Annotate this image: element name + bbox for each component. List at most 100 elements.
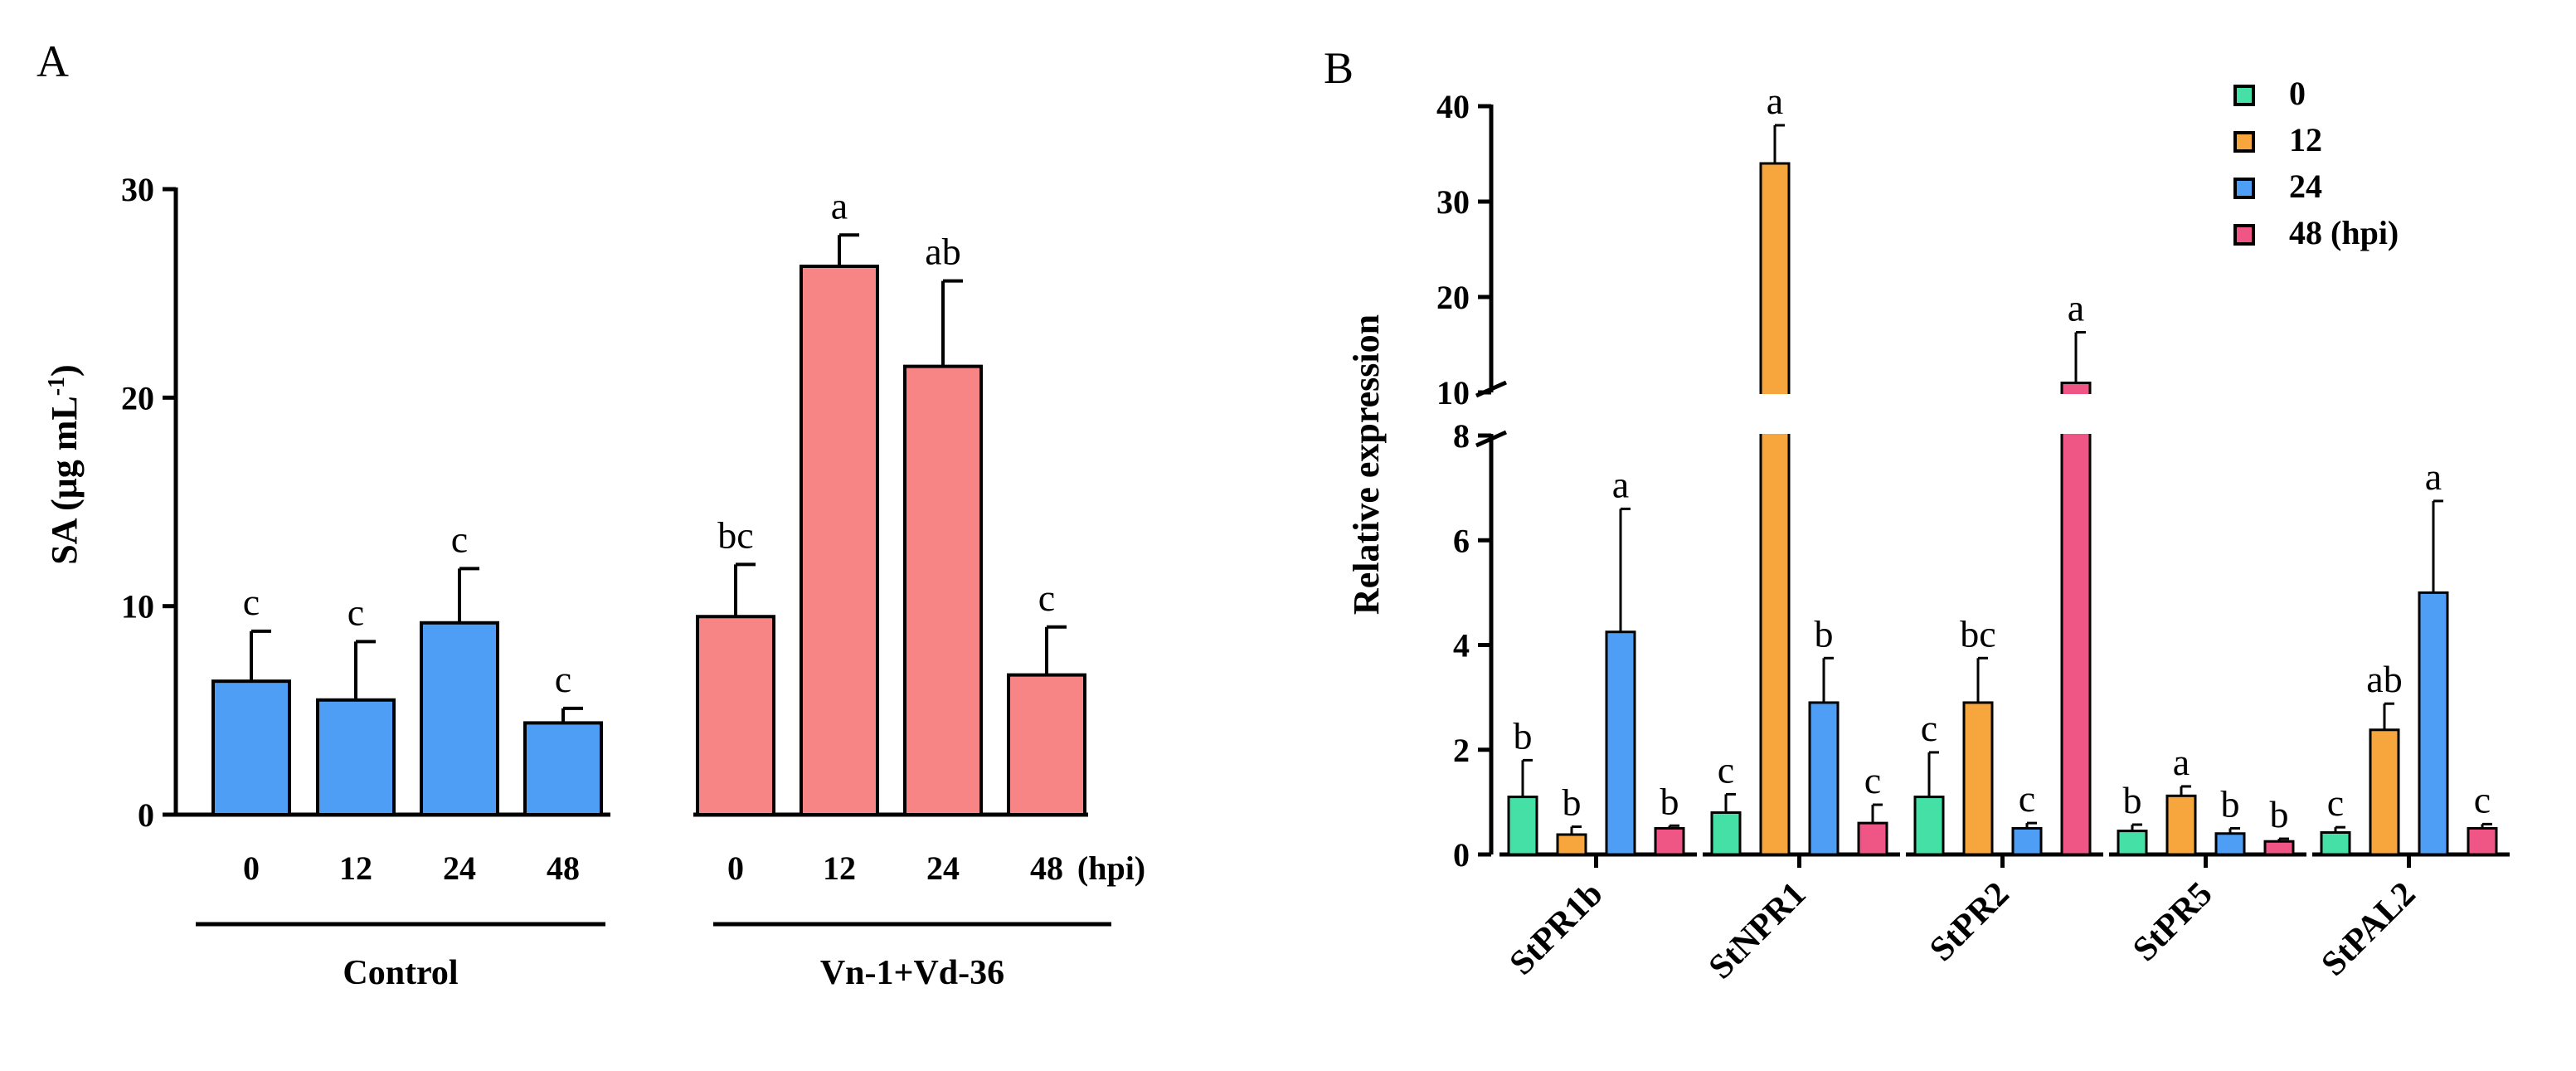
panel-a-x-tick-label: 48: [1030, 849, 1063, 887]
panel-a-x-tick-label: 0: [727, 849, 744, 887]
panel-a-significance-letter: c: [555, 658, 571, 700]
panel-a-bar: [800, 264, 879, 816]
panel-b-bar: [1962, 701, 1994, 856]
panel-b-significance-letter: c: [2474, 778, 2491, 820]
panel-b-gene-label: StPAL2: [2315, 875, 2423, 984]
panel-b-significance-letter: b: [2270, 793, 2289, 835]
panel-b-bar: [1857, 821, 1888, 856]
panel-b-significance-letter: b: [1563, 781, 1582, 824]
panel-b-significance-letter: b: [1514, 714, 1533, 757]
panel-a-significance-letter: ab: [925, 231, 960, 273]
panel-a-bar: [420, 621, 499, 816]
panel-b-bar: [1913, 796, 1945, 856]
panel-a-significance-letter: c: [451, 518, 468, 560]
panel-b-significance-letter: c: [2019, 777, 2035, 820]
panel-a-bar: [696, 615, 775, 816]
legend-label: 0: [2289, 75, 2306, 112]
legend-label: 48 (hpi): [2289, 214, 2399, 251]
panel-b-gene-label: StPR2: [1922, 875, 2016, 969]
panel-b-label: B: [1324, 43, 1354, 93]
panel-a-label: A: [36, 37, 69, 86]
panel-b-significance-letter: c: [1864, 759, 1881, 801]
panel-a-group-label: Vn-1+Vd-36: [820, 954, 1004, 992]
panel-b-y-tick-label: 20: [1436, 279, 1470, 316]
panel-a-significance-letter: a: [831, 184, 848, 226]
panel-b-bar: [1605, 630, 1636, 856]
panel-b-y-tick-label: 4: [1453, 627, 1470, 665]
panel-b-bar-break-gap: [2059, 394, 2092, 434]
panel-b-bar: [1808, 701, 1840, 856]
panel-b-bar: [2165, 794, 2197, 856]
panel-b-bar: [2117, 830, 2148, 856]
panel-a-bar: [211, 679, 291, 816]
panel-b-significance-letter: b: [2221, 782, 2240, 825]
panel-b-y-tick-label: 8: [1453, 417, 1470, 455]
panel-a-x-tick-label: 12: [823, 849, 856, 887]
panel-b-axis-break-mark: [1475, 430, 1508, 448]
panel-b-significance-letter: a: [2173, 741, 2190, 783]
panel-b-significance-letter: b: [2123, 779, 2142, 821]
panel-b-significance-letter: bc: [1960, 612, 1995, 655]
legend-swatch: [2233, 85, 2255, 106]
panel-b-y-tick-label: 0: [1453, 836, 1470, 874]
panel-b-bar: [2011, 826, 2043, 856]
panel-a-x-tick-label: 24: [926, 849, 960, 887]
panel-b-y-tick-label: 40: [1436, 88, 1470, 125]
panel-b-bar: [2369, 728, 2400, 856]
panel-b-bar: [1759, 162, 1791, 856]
panel-a-significance-letter: bc: [717, 514, 753, 556]
panel-a-x-tick-label: 48: [547, 849, 580, 887]
panel-a-y-tick-label: 10: [121, 588, 154, 626]
panel-a-significance-letter: c: [1038, 577, 1055, 619]
panel-b-significance-letter: c: [1921, 707, 1937, 749]
panel-a-significance-letter: c: [243, 581, 260, 623]
panel-b-bar: [2320, 830, 2351, 856]
legend-swatch: [2233, 224, 2255, 246]
panel-b-bar: [2418, 591, 2449, 856]
panel-b: B Relative expression 0246810203040StPR1…: [1324, 43, 2510, 986]
panel-a-unit-label: (hpi): [1077, 849, 1145, 887]
panel-a-y-tick-label: 20: [121, 379, 154, 416]
panel-b-gene-label: StPR5: [2126, 875, 2219, 969]
panel-a-significance-letter: c: [348, 591, 364, 633]
panel-b-bar: [1556, 833, 1587, 856]
panel-b-y-tick-label: 10: [1436, 374, 1470, 411]
panel-a-y-tick-label: 0: [138, 796, 154, 834]
panel-b-bar-break-gap: [1758, 394, 1791, 434]
panel-b-bar: [1507, 796, 1538, 856]
panel-a-bar: [1007, 673, 1086, 817]
panel-b-gene-label: StNPR1: [1702, 875, 1814, 987]
legend-label: 24: [2289, 168, 2322, 205]
panel-a-y-tick-label: 30: [121, 171, 154, 208]
legend-swatch: [2233, 178, 2255, 199]
panel-a-bar: [903, 364, 983, 816]
panel-b-y-axis-title: Relative expression: [1346, 314, 1387, 615]
panel-b-y-tick-label: 6: [1453, 522, 1470, 559]
panel-b-bar: [2060, 382, 2092, 856]
panel-b-bar: [1654, 826, 1685, 856]
legend-label: 12: [2289, 121, 2322, 158]
panel-b-bar: [2214, 832, 2246, 856]
legend-swatch: [2233, 131, 2255, 153]
panel-b-y-tick-label: 2: [1453, 732, 1470, 769]
panel-b-y-tick-label: 30: [1436, 183, 1470, 221]
panel-b-significance-letter: a: [2425, 455, 2442, 498]
panel-b-significance-letter: a: [1767, 80, 1783, 122]
panel-a-bar: [316, 698, 396, 816]
panel-b-significance-letter: b: [1660, 780, 1679, 822]
panel-b-bar: [2467, 826, 2498, 856]
panel-a-group-label: Control: [343, 954, 458, 992]
panel-b-gene-label: StPR1b: [1503, 875, 1611, 983]
panel-a-x-tick-label: 24: [443, 849, 476, 887]
panel-b-significance-letter: a: [1612, 463, 1629, 505]
panel-b-significance-letter: c: [2327, 781, 2344, 824]
panel-a-x-tick-label: 12: [339, 849, 372, 887]
panel-b-bar: [2263, 840, 2295, 856]
panel-b-bar: [1710, 811, 1742, 856]
panel-b-significance-letter: b: [1815, 612, 1834, 655]
panel-a-x-tick-label: 0: [243, 849, 260, 887]
panel-a-bar: [523, 721, 603, 816]
panel-a-y-axis-title: SA (μg mL-1): [44, 364, 85, 564]
